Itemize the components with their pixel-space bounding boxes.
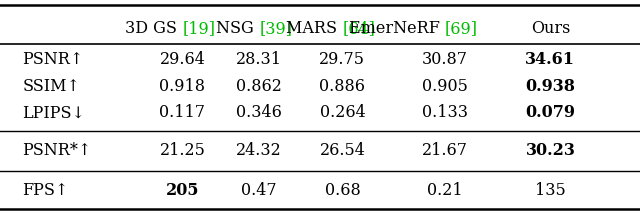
Text: 0.133: 0.133 <box>422 104 468 121</box>
Text: NSG: NSG <box>216 20 259 37</box>
Text: EmerNeRF: EmerNeRF <box>349 20 445 37</box>
Text: 0.117: 0.117 <box>159 104 205 121</box>
Text: [64]: [64] <box>342 20 375 37</box>
Text: 0.862: 0.862 <box>236 78 282 95</box>
Text: PSNR*↑: PSNR*↑ <box>22 142 92 159</box>
Text: 0.47: 0.47 <box>241 182 277 199</box>
Text: 135: 135 <box>535 182 566 199</box>
Text: 21.67: 21.67 <box>422 142 468 159</box>
Text: 0.938: 0.938 <box>525 78 575 95</box>
Text: 0.264: 0.264 <box>319 104 365 121</box>
Text: Ours: Ours <box>531 20 570 37</box>
Text: 29.64: 29.64 <box>159 51 205 68</box>
Text: 21.25: 21.25 <box>159 142 205 159</box>
Text: 24.32: 24.32 <box>236 142 282 159</box>
Text: [69]: [69] <box>445 20 478 37</box>
Text: MARS: MARS <box>286 20 342 37</box>
Text: 30.87: 30.87 <box>422 51 468 68</box>
Text: 26.54: 26.54 <box>319 142 365 159</box>
Text: [19]: [19] <box>182 20 216 37</box>
Text: 0.346: 0.346 <box>236 104 282 121</box>
Text: 0.918: 0.918 <box>159 78 205 95</box>
Text: [39]: [39] <box>259 20 292 37</box>
Text: 28.31: 28.31 <box>236 51 282 68</box>
Text: 0.21: 0.21 <box>427 182 463 199</box>
Text: 0.68: 0.68 <box>324 182 360 199</box>
Text: PSNR↑: PSNR↑ <box>22 51 84 68</box>
Text: 0.905: 0.905 <box>422 78 468 95</box>
Text: 3D GS: 3D GS <box>125 20 182 37</box>
Text: 34.61: 34.61 <box>525 51 575 68</box>
Text: SSIM↑: SSIM↑ <box>22 78 80 95</box>
Text: FPS↑: FPS↑ <box>22 182 68 199</box>
Text: 29.75: 29.75 <box>319 51 365 68</box>
Text: 30.23: 30.23 <box>525 142 575 159</box>
Text: 0.886: 0.886 <box>319 78 365 95</box>
Text: 205: 205 <box>166 182 199 199</box>
Text: LPIPS↓: LPIPS↓ <box>22 104 85 121</box>
Text: 0.079: 0.079 <box>525 104 575 121</box>
